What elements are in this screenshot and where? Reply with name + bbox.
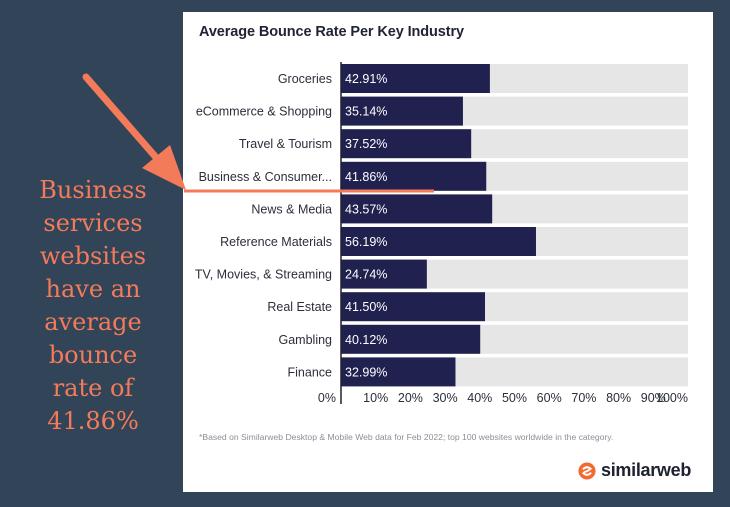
callout-line: bounce	[48, 341, 138, 369]
callout-line: Business	[39, 176, 147, 204]
bar-value-label: 24.74%	[345, 268, 387, 282]
chart-card: Average Bounce Rate Per Key Industry 42.…	[183, 12, 713, 492]
bar-value-label: 41.86%	[345, 170, 387, 184]
callout-line: rate of	[52, 374, 134, 402]
category-label: Finance	[288, 365, 333, 379]
x-tick-label: 100%	[656, 391, 688, 405]
x-tick-label: 70%	[571, 391, 596, 405]
x-tick-label: 0%	[318, 391, 336, 405]
bar	[341, 194, 493, 224]
x-tick-label: 10%	[363, 391, 388, 405]
x-tick-label: 90%	[641, 391, 666, 405]
bar-value-label: 35.14%	[345, 105, 387, 119]
callout-text: Business services websites have an average bo…	[18, 174, 168, 438]
x-tick-label: 30%	[433, 391, 458, 405]
bar-value-label: 32.99%	[345, 365, 387, 379]
bar	[341, 96, 463, 126]
bar-value-label: 40.12%	[345, 333, 387, 347]
x-tick-label: 40%	[467, 391, 492, 405]
arrow-head-icon	[142, 145, 186, 190]
category-label: Reference Materials	[220, 235, 332, 249]
footnote: *Based on Similarweb Desktop & Mobile We…	[199, 432, 614, 442]
category-label: Travel & Tourism	[239, 137, 332, 151]
bar	[341, 161, 487, 191]
bar	[341, 129, 472, 159]
bar	[341, 64, 490, 93]
category-label: Business & Consumer...	[199, 170, 332, 184]
x-tick-label: 20%	[398, 391, 423, 405]
bar	[341, 292, 486, 322]
bar	[341, 324, 481, 354]
bar-value-label: 43.57%	[345, 202, 387, 216]
category-label: Gambling	[279, 333, 333, 347]
callout-line: average	[44, 308, 142, 336]
brand: similarweb	[578, 460, 691, 481]
category-label: eCommerce & Shopping	[196, 105, 332, 119]
category-label: TV, Movies, & Streaming	[195, 268, 332, 282]
callout-line: 41.86%	[47, 407, 139, 435]
category-label: Groceries	[278, 72, 332, 86]
bar-value-label: 37.52%	[345, 137, 387, 151]
category-label: News & Media	[251, 202, 332, 216]
callout-line: websites	[39, 242, 147, 270]
bar-value-label: 42.91%	[345, 72, 387, 86]
bar	[341, 259, 427, 289]
bar	[341, 227, 536, 256]
callout-line: services	[43, 209, 143, 237]
bar-value-label: 41.50%	[345, 300, 387, 314]
callout-line: have an	[45, 275, 141, 303]
x-tick-label: 80%	[606, 391, 631, 405]
brand-name: similarweb	[601, 460, 692, 480]
bar-value-label: 56.19%	[345, 235, 387, 249]
category-label: Real Estate	[267, 300, 332, 314]
chart-title: Average Bounce Rate Per Key Industry	[199, 24, 465, 40]
x-tick-label: 60%	[537, 391, 562, 405]
arrow-shaft	[82, 73, 164, 166]
similarweb-logo-icon	[578, 461, 596, 480]
bar-chart: 42.91% Groceries 35.14% eCommerce & Shoppin…	[195, 62, 688, 405]
bar	[341, 357, 456, 387]
x-tick-label: 50%	[502, 391, 527, 405]
